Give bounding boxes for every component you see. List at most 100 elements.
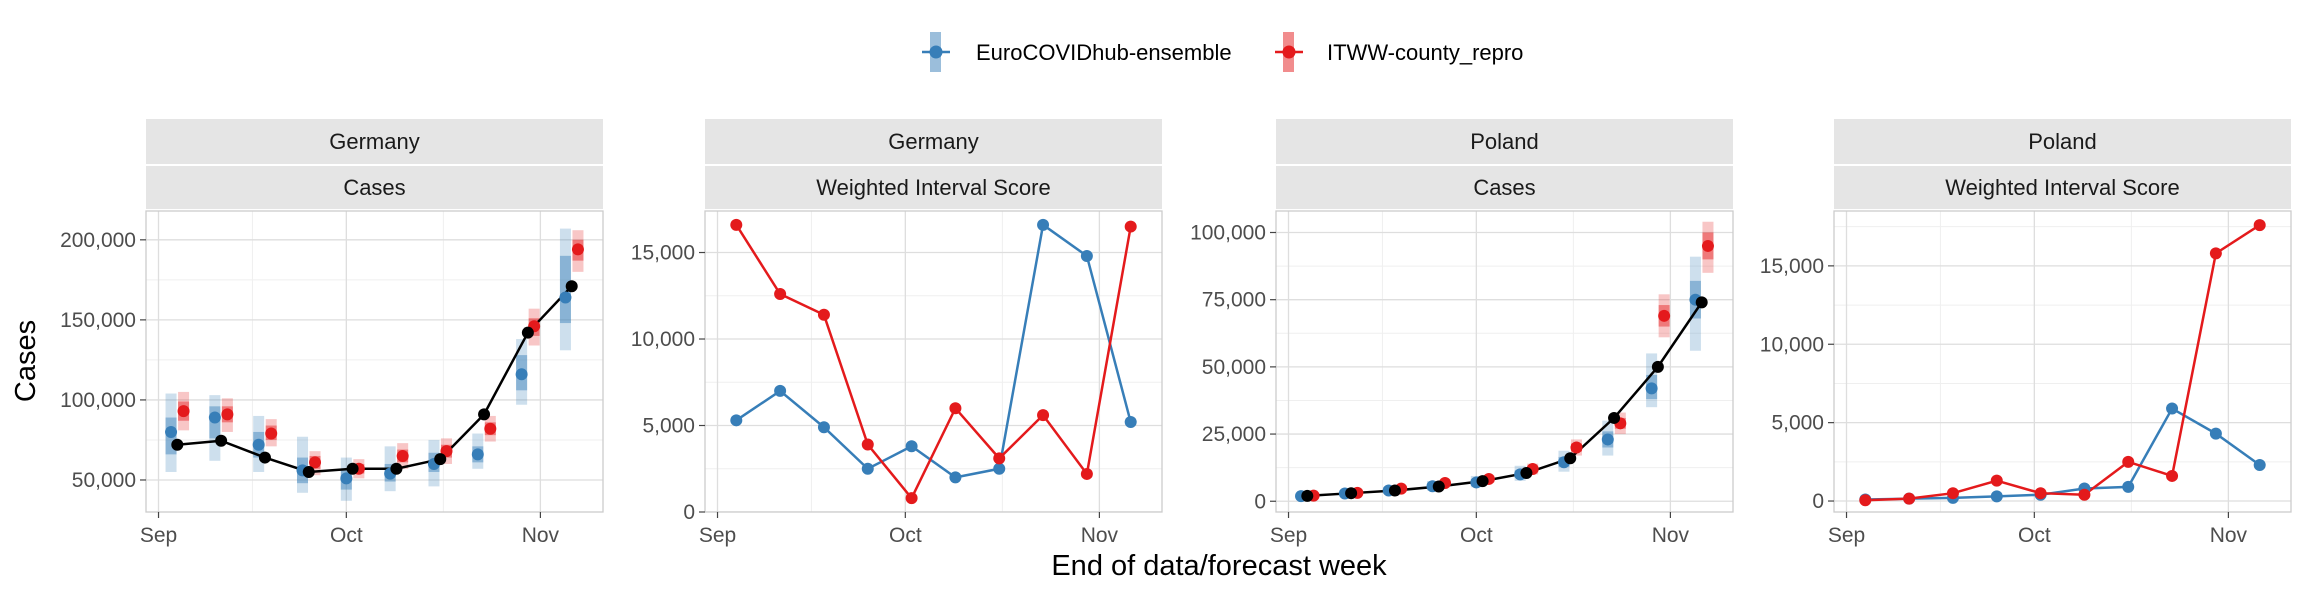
legend-label-ensemble: EuroCOVIDhub-ensemble (976, 40, 1232, 65)
facet-label-metric: Weighted Interval Score (1945, 175, 2179, 200)
point-itww (309, 456, 322, 469)
facet-strip-country (1834, 119, 2291, 164)
observed-point (1520, 467, 1533, 480)
observed-point (1695, 296, 1708, 309)
point-itww (2209, 247, 2222, 260)
point-itww (2078, 488, 2091, 501)
legend-key-ensemble-point (929, 45, 943, 59)
panel-3: Poland Cases 0 25,000 50,000 75,000 100,000 Sep… (1190, 119, 1734, 547)
point-itww (993, 452, 1006, 465)
facet-strip-country (146, 119, 603, 164)
observed-point (521, 326, 534, 339)
point-ensemble (340, 472, 353, 485)
panel-border (145, 210, 604, 513)
point-ensemble (471, 448, 484, 461)
legend-item-itww: ITWW-county_repro (1275, 32, 1523, 72)
legend-item-ensemble: EuroCOVIDhub-ensemble (922, 32, 1232, 72)
facet-strip-metric (1834, 166, 2291, 209)
facet-label-country: Germany (329, 129, 419, 154)
point-itww (396, 449, 409, 462)
observed-point (1564, 452, 1577, 465)
point-itww (2166, 469, 2179, 482)
point-ensemble (2122, 480, 2135, 493)
observed-point (1388, 484, 1401, 497)
point-itww (221, 408, 234, 421)
series-line-ensemble (735, 222, 1132, 479)
y-tick-label: 100,000 (60, 389, 136, 412)
point-itww (1658, 309, 1671, 322)
point-itww (1903, 492, 1916, 505)
y-tick-label: 25,000 (1202, 423, 1266, 446)
facet-label-country: Poland (2028, 129, 2097, 154)
point-ensemble (165, 425, 178, 438)
y-tick-label: 150,000 (60, 309, 136, 332)
point-itww (817, 308, 830, 321)
point-ensemble (1645, 382, 1658, 395)
facet-panels: Germany Cases 50,000 100,000 150,000 200,000 S… (60, 119, 2292, 547)
grid (1834, 211, 2291, 512)
point-ensemble (993, 462, 1006, 475)
grid (705, 211, 1162, 512)
y-tick-label: 15,000 (1760, 255, 1824, 278)
interval-90-ensemble (1646, 353, 1658, 408)
y-tick-label: 15,000 (631, 242, 695, 265)
facet-strip-country (1276, 119, 1733, 164)
observed-point (302, 465, 315, 478)
data-layer (165, 228, 584, 501)
interval-90-ensemble (559, 228, 571, 351)
observed-point (215, 434, 228, 447)
point-itww (1701, 239, 1714, 252)
legend: EuroCOVIDhub-ensemble ITWW-county_repro (922, 32, 1523, 72)
observed-point (1432, 480, 1445, 493)
data-layer (1295, 221, 1714, 503)
y-tick-label: 5,000 (1771, 412, 1824, 435)
legend-label-itww: ITWW-county_repro (1327, 40, 1523, 65)
point-itww (571, 243, 584, 256)
point-ensemble (1601, 433, 1614, 446)
series-line-itww (1865, 224, 2261, 502)
point-itww (1859, 494, 1872, 507)
point-ensemble (1990, 490, 2003, 503)
observed-line (177, 285, 573, 474)
x-tick-label: Nov (1081, 524, 1119, 547)
facet-label-metric: Weighted Interval Score (816, 175, 1050, 200)
point-ensemble (2209, 427, 2222, 440)
data-layer (1859, 219, 2266, 507)
point-ensemble (1124, 416, 1137, 429)
point-itww (1570, 441, 1583, 454)
x-tick-label: Nov (1652, 524, 1690, 547)
legend-key-itww-point (1282, 45, 1296, 59)
panel-4: Poland Weighted Interval Score 0 5,000 10,00… (1760, 119, 2292, 547)
panel-border (1275, 210, 1734, 513)
point-itww (1037, 409, 1050, 422)
x-tick-label: Sep (140, 524, 177, 547)
series-line-itww (735, 224, 1132, 501)
panel-1: Germany Cases 50,000 100,000 150,000 200,000 S… (60, 119, 604, 547)
point-itww (2034, 487, 2047, 500)
facet-label-metric: Cases (343, 175, 405, 200)
facet-strip-metric (146, 166, 603, 209)
facet-label-country: Poland (1470, 129, 1539, 154)
observed-point (346, 462, 359, 475)
point-ensemble (2166, 402, 2179, 415)
x-tick-label: Oct (2018, 524, 2051, 547)
observed-point (478, 408, 491, 421)
y-axis-title: Cases (10, 320, 42, 402)
facet-label-country: Germany (888, 129, 978, 154)
x-axis-title: End of data/forecast week (1051, 550, 1387, 582)
y-tick-label: 50,000 (1202, 356, 1266, 379)
series-line-ensemble (1865, 406, 2261, 501)
panel-border (704, 210, 1163, 513)
y-tick-label: 10,000 (631, 328, 695, 351)
x-tick-label: Nov (2210, 524, 2248, 547)
panel-border (1833, 210, 2292, 513)
point-itww (730, 218, 743, 231)
point-ensemble (817, 421, 830, 434)
x-tick-label: Sep (1828, 524, 1865, 547)
observed-line (1307, 301, 1703, 498)
point-ensemble (252, 438, 265, 451)
point-itww (861, 438, 874, 451)
y-tick-label: 5,000 (642, 415, 695, 438)
x-tick-label: Sep (1270, 524, 1307, 547)
